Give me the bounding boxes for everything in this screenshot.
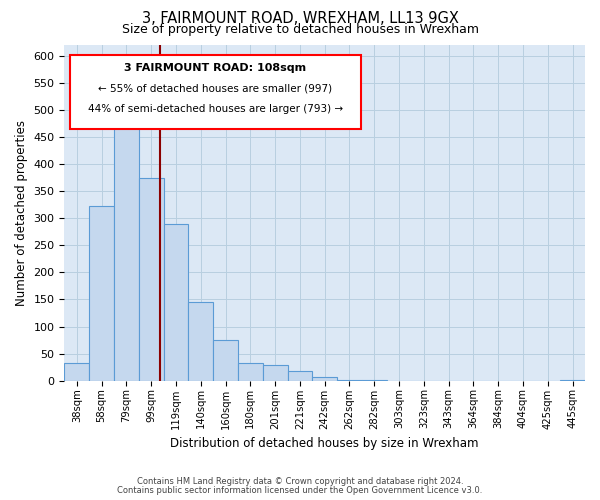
Text: Contains HM Land Registry data © Crown copyright and database right 2024.: Contains HM Land Registry data © Crown c… xyxy=(137,478,463,486)
Bar xyxy=(188,302,213,380)
Bar xyxy=(213,340,238,380)
FancyBboxPatch shape xyxy=(70,55,361,129)
Bar xyxy=(139,178,164,380)
Y-axis label: Number of detached properties: Number of detached properties xyxy=(15,120,28,306)
Text: ← 55% of detached houses are smaller (997): ← 55% of detached houses are smaller (99… xyxy=(98,84,332,94)
Text: 3, FAIRMOUNT ROAD, WREXHAM, LL13 9GX: 3, FAIRMOUNT ROAD, WREXHAM, LL13 9GX xyxy=(142,11,458,26)
Bar xyxy=(164,224,188,380)
Bar xyxy=(238,364,263,380)
Text: Size of property relative to detached houses in Wrexham: Size of property relative to detached ho… xyxy=(121,22,479,36)
Text: 44% of semi-detached houses are larger (793) →: 44% of semi-detached houses are larger (… xyxy=(88,104,343,114)
Bar xyxy=(287,372,313,380)
Bar xyxy=(89,206,114,380)
Text: 3 FAIRMOUNT ROAD: 108sqm: 3 FAIRMOUNT ROAD: 108sqm xyxy=(124,64,307,74)
Bar xyxy=(64,364,89,380)
Text: Contains public sector information licensed under the Open Government Licence v3: Contains public sector information licen… xyxy=(118,486,482,495)
Bar xyxy=(114,119,139,380)
X-axis label: Distribution of detached houses by size in Wrexham: Distribution of detached houses by size … xyxy=(170,437,479,450)
Bar xyxy=(263,365,287,380)
Bar xyxy=(313,377,337,380)
